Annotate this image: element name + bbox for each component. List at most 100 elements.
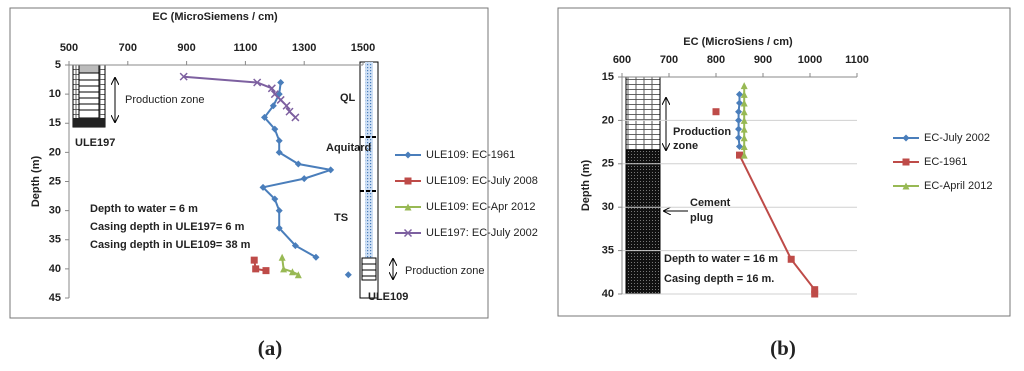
marker xyxy=(740,134,748,142)
annotation: Production zone xyxy=(405,265,485,277)
legend-label: ULE109: EC-1961 xyxy=(426,149,515,161)
marker xyxy=(902,182,910,190)
x-axis-title: EC (MicroSiens / cm) xyxy=(683,36,793,48)
x-tick-label: 1300 xyxy=(292,42,316,54)
annotation: Depth to water = 16 m xyxy=(664,253,778,265)
marker xyxy=(285,107,294,116)
marker xyxy=(735,108,743,116)
marker xyxy=(294,271,302,279)
y-tick-label: 10 xyxy=(49,88,61,100)
marker xyxy=(291,113,300,122)
y-tick-label: 40 xyxy=(49,263,61,275)
marker xyxy=(288,268,296,276)
y-tick-label: 30 xyxy=(602,201,614,213)
marker xyxy=(327,166,335,174)
legend-label: EC-1961 xyxy=(924,156,967,168)
marker xyxy=(262,267,270,275)
annotation: ULE109 xyxy=(368,291,408,303)
marker xyxy=(811,290,819,298)
legend-label: EC-July 2002 xyxy=(924,132,990,144)
y-axis-title: Depth (m) xyxy=(580,160,592,212)
annotation: zone xyxy=(673,140,698,152)
annotation: Cement xyxy=(690,197,731,209)
y-tick-label: 25 xyxy=(49,175,61,187)
panel-frame xyxy=(9,7,489,319)
annotation: Casing depth in ULE109= 38 m xyxy=(90,239,251,251)
marker xyxy=(261,113,269,121)
x-tick-label: 1500 xyxy=(351,42,375,54)
marker xyxy=(712,108,720,116)
marker xyxy=(275,137,283,145)
marker xyxy=(271,195,279,203)
marker xyxy=(740,125,748,133)
marker xyxy=(344,271,352,279)
annotation: Production xyxy=(673,126,731,138)
x-tick-label: 600 xyxy=(613,54,631,66)
marker xyxy=(252,265,260,273)
marker xyxy=(271,125,279,133)
marker xyxy=(404,203,412,211)
marker xyxy=(902,134,910,142)
marker xyxy=(253,78,262,87)
y-tick-label: 30 xyxy=(49,205,61,217)
annotation: Casing depth in ULE197= 6 m xyxy=(90,221,245,233)
marker xyxy=(740,108,748,116)
y-tick-label: 15 xyxy=(602,71,614,83)
legend-label: ULE197: EC-July 2002 xyxy=(426,227,538,239)
annotation: QL xyxy=(340,92,356,104)
marker xyxy=(735,134,743,142)
marker xyxy=(736,99,743,107)
marker xyxy=(275,148,283,156)
legend-label: ULE109: EC-July 2008 xyxy=(426,175,538,187)
y-tick-label: 35 xyxy=(49,234,61,246)
x-tick-label: 900 xyxy=(754,54,772,66)
x-tick-label: 700 xyxy=(660,54,678,66)
annotation: Aquitard xyxy=(326,142,371,154)
marker xyxy=(787,255,795,263)
legend-label: EC-April 2012 xyxy=(924,180,992,192)
y-tick-label: 35 xyxy=(602,245,614,257)
y-tick-label: 20 xyxy=(602,114,614,126)
y-axis-title: Depth (m) xyxy=(30,156,42,208)
marker xyxy=(282,101,291,110)
x-tick-label: 800 xyxy=(707,54,725,66)
marker xyxy=(740,99,748,107)
marker xyxy=(270,90,279,99)
marker xyxy=(269,102,277,110)
marker xyxy=(811,286,819,294)
marker xyxy=(278,253,286,261)
x-tick-label: 700 xyxy=(119,42,137,54)
marker xyxy=(300,175,308,183)
marker xyxy=(736,151,743,159)
y-tick-label: 20 xyxy=(49,146,61,158)
marker xyxy=(404,177,412,185)
marker xyxy=(294,160,302,168)
caption: (a) xyxy=(258,336,283,360)
marker xyxy=(736,142,743,150)
marker xyxy=(291,242,299,250)
marker xyxy=(740,116,748,124)
y-tick-label: 5 xyxy=(55,59,61,71)
marker xyxy=(740,82,748,90)
y-tick-label: 45 xyxy=(49,292,61,304)
marker xyxy=(277,78,285,86)
marker xyxy=(735,125,743,133)
marker xyxy=(735,116,743,124)
y-tick-label: 15 xyxy=(49,117,61,129)
marker xyxy=(404,151,412,159)
annotation: Depth to water = 6 m xyxy=(90,203,198,215)
marker xyxy=(250,256,258,264)
annotation: TS xyxy=(334,212,348,224)
x-tick-label: 500 xyxy=(60,42,78,54)
annotation: ULE197 xyxy=(75,137,115,149)
series-line xyxy=(281,257,299,276)
legend-label: ULE109: EC-Apr 2012 xyxy=(426,201,535,213)
marker xyxy=(736,90,743,98)
y-tick-label: 25 xyxy=(602,158,614,170)
marker xyxy=(179,72,188,81)
well-ule109 xyxy=(359,61,393,299)
annotation: Production zone xyxy=(125,94,205,106)
x-tick-label: 1100 xyxy=(233,42,257,54)
